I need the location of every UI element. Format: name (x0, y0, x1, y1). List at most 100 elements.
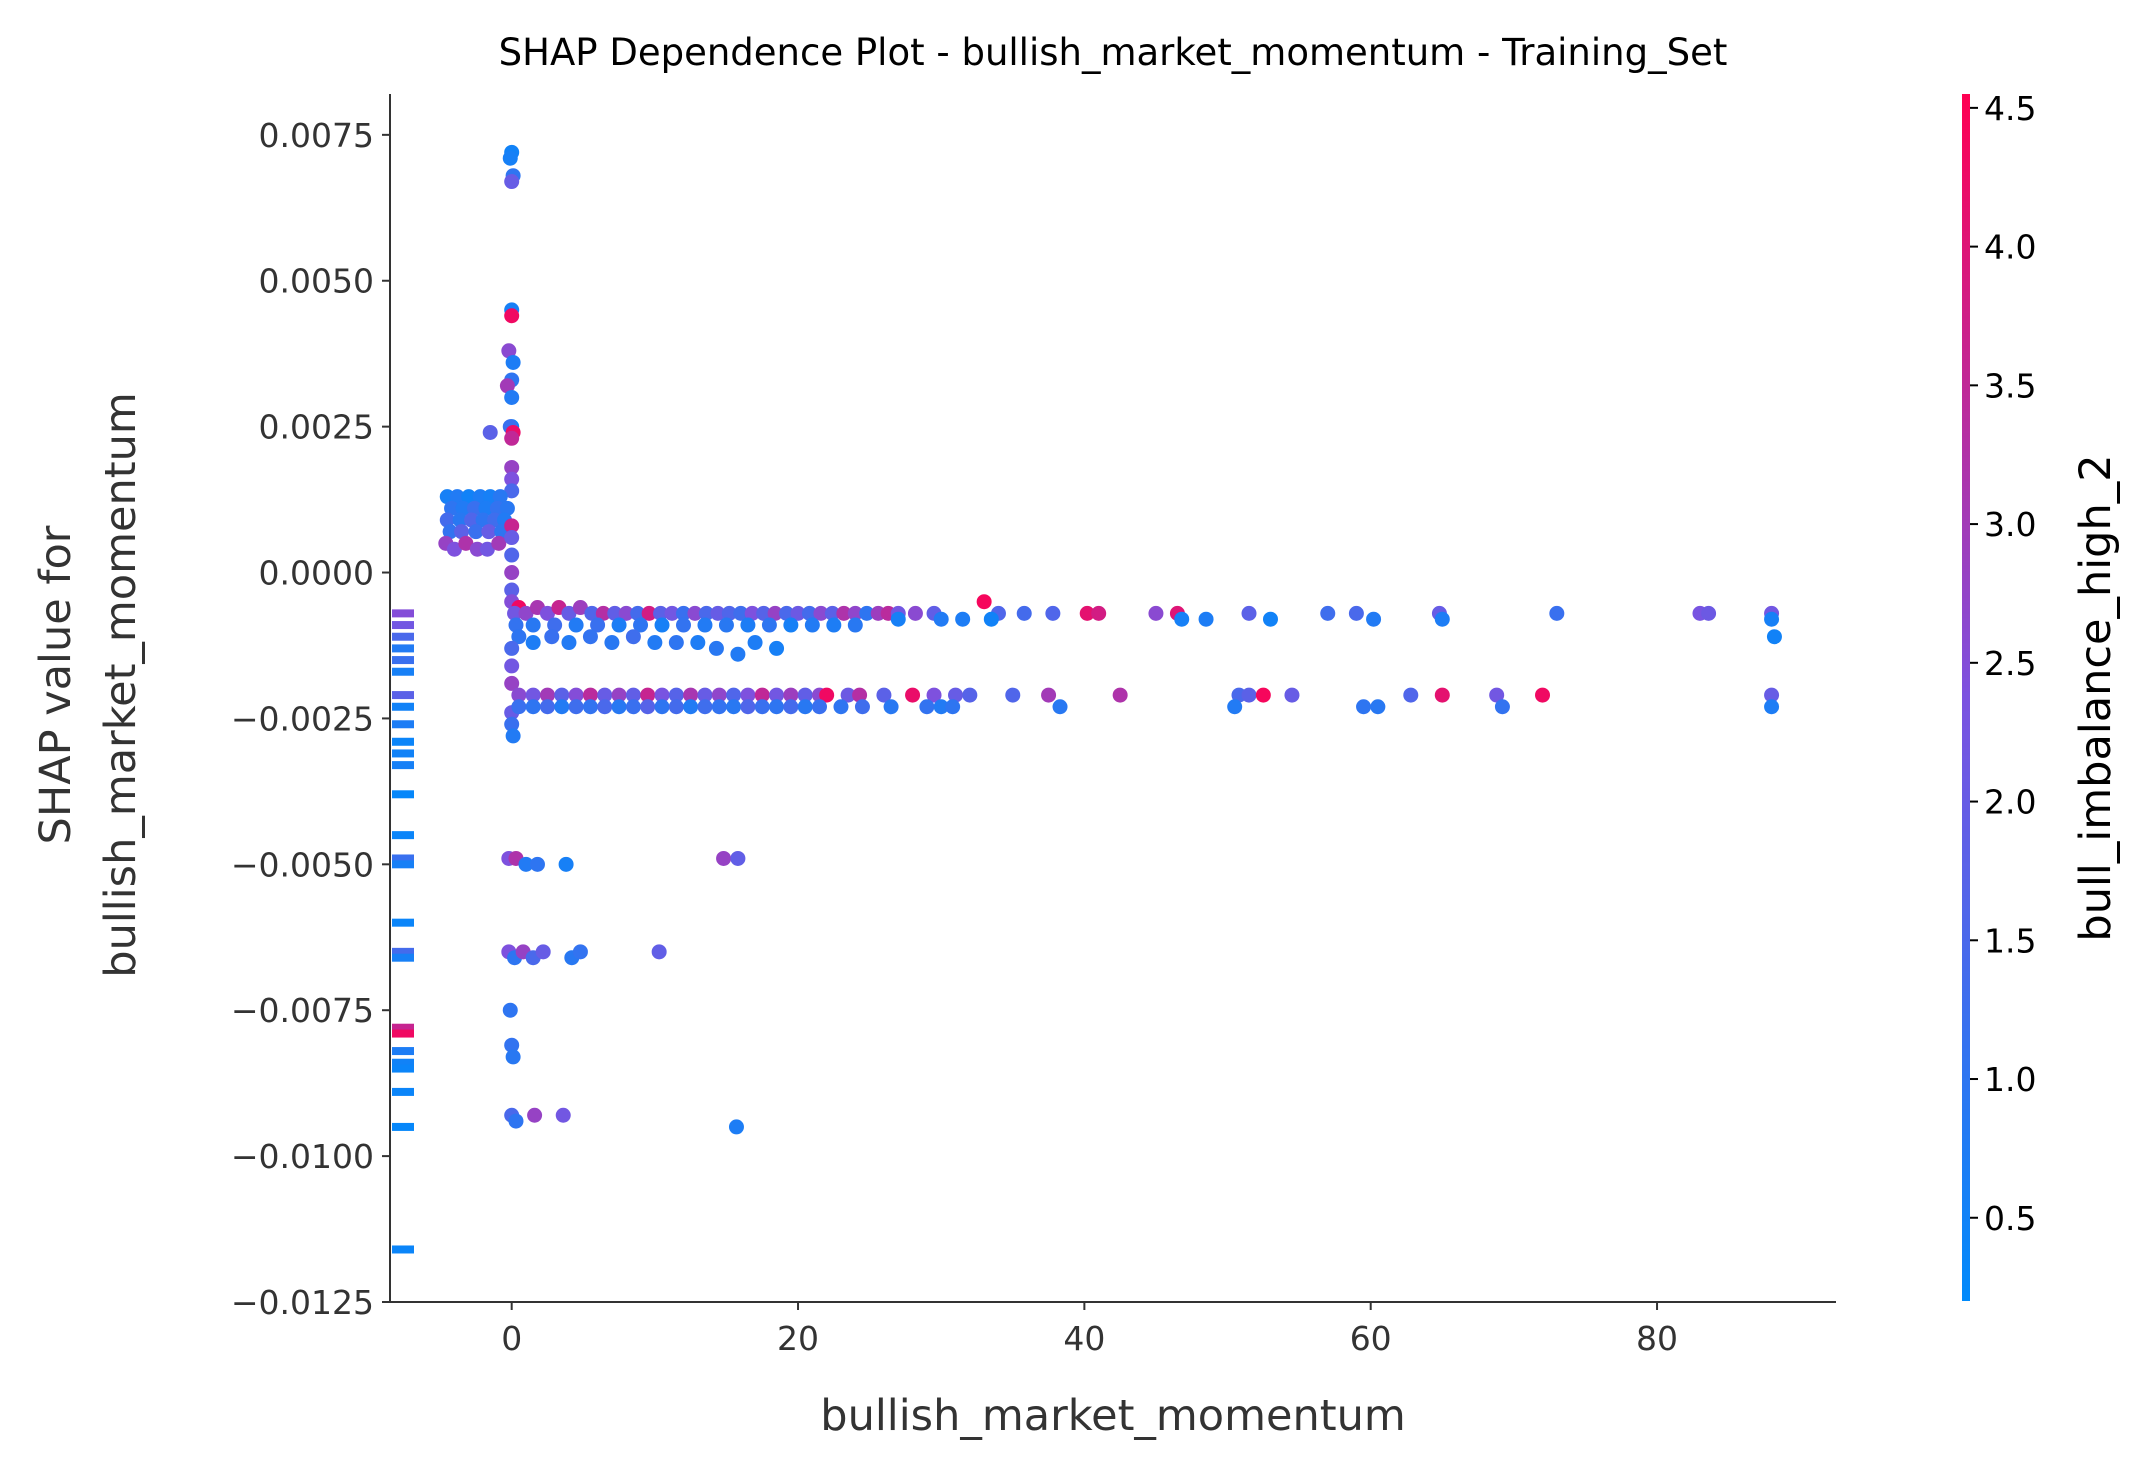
scatter-point (769, 640, 785, 656)
scatter-point (461, 489, 477, 505)
scatter-point (568, 687, 584, 703)
scatter-point (504, 658, 520, 674)
scatter-point (554, 699, 570, 715)
scatter-point (625, 629, 641, 645)
missing-value-mark (392, 737, 414, 746)
scatter-point (948, 687, 964, 703)
x-tick-label: 40 (1063, 1319, 1105, 1358)
scatter-point (859, 605, 875, 621)
missing-value-mark (392, 860, 414, 869)
missing-value-mark (392, 1023, 414, 1032)
scatter-point (499, 500, 515, 516)
scatter-point (558, 856, 574, 872)
scatter-point (726, 687, 742, 703)
missing-value-mark (392, 644, 414, 653)
scatter-point (955, 611, 971, 627)
y-tick-label: 0.0025 (259, 408, 374, 447)
scatter-point (452, 512, 468, 528)
scatter-point (826, 617, 842, 633)
scatter-point (654, 699, 670, 715)
scatter-point (711, 699, 727, 715)
scatter-point (633, 617, 649, 633)
scatter-point (1198, 611, 1214, 627)
scatter-point (654, 687, 670, 703)
scatter-point (455, 500, 471, 516)
missing-value-mark (392, 761, 414, 770)
scatter-point (1174, 611, 1190, 627)
scatter-point (504, 547, 520, 563)
y-tick-label: −0.0100 (231, 1137, 374, 1176)
scatter-point (518, 856, 534, 872)
scatter-point (819, 687, 835, 703)
scatter-point (504, 471, 520, 487)
scatter-point (1489, 687, 1505, 703)
scatter-point (504, 530, 520, 546)
scatter-point (597, 699, 613, 715)
scatter-point (504, 565, 520, 581)
scatter-point (824, 605, 840, 621)
scatter-point (491, 535, 507, 551)
scatter-point (1052, 699, 1068, 715)
missing-value-mark (392, 1245, 414, 1254)
y-tick-label: 0.0050 (259, 262, 374, 301)
scatter-point (783, 687, 799, 703)
scatter-point (449, 489, 465, 505)
scatter-point (1241, 687, 1257, 703)
scatter-point (568, 617, 584, 633)
scatter-point (962, 687, 978, 703)
colorbar-tick-label: 4.5 (1984, 89, 2036, 128)
scatter-point (1227, 699, 1243, 715)
missing-value-mark (392, 953, 414, 962)
scatter-point (708, 640, 724, 656)
scatter-point (464, 512, 480, 528)
scatter-point (1764, 687, 1780, 703)
y-tick-label: −0.0050 (231, 845, 374, 884)
scatter-point (847, 617, 863, 633)
scatter-point (721, 605, 737, 621)
scatter-point (1041, 687, 1057, 703)
scatter-point (529, 856, 545, 872)
scatter-point (728, 1119, 744, 1135)
scatter-point (504, 389, 520, 405)
y-tick-label: 0.0000 (259, 554, 374, 593)
scatter-point (907, 605, 923, 621)
scatter-point (1241, 605, 1257, 621)
scatter-point (582, 687, 598, 703)
scatter-point (1434, 611, 1450, 627)
scatter-point (797, 699, 813, 715)
colorbar-tick-label: 3.0 (1984, 505, 2036, 544)
scatter-point (697, 687, 713, 703)
scatter-point (761, 617, 777, 633)
scatter-point (933, 611, 949, 627)
scatter-point (625, 699, 641, 715)
scatter-point (505, 728, 521, 744)
scatter-point (690, 635, 706, 651)
y-tick-label: −0.0125 (231, 1283, 374, 1322)
scatter-point (504, 174, 520, 190)
missing-value-mark (392, 749, 414, 758)
scatter-point (539, 605, 555, 621)
scatter-point (1434, 687, 1450, 703)
scatter-point (1764, 611, 1780, 627)
scatter-point (883, 699, 899, 715)
scatter-point (454, 524, 470, 540)
colorbar-tick-label: 2.0 (1984, 783, 2036, 822)
scatter-point (1701, 605, 1717, 621)
chart-title: SHAP Dependence Plot - bullish_market_mo… (499, 31, 1728, 74)
scatter-point (568, 699, 584, 715)
scatter-point (508, 1113, 524, 1129)
scatter-point (630, 605, 646, 621)
colorbar-tick-label: 1.0 (1984, 1060, 2036, 1099)
scatter-point (442, 524, 458, 540)
scatter-point (572, 600, 588, 616)
scatter-point (607, 605, 623, 621)
scatter-point (683, 687, 699, 703)
scatter-point (740, 699, 756, 715)
scatter-point (1148, 605, 1164, 621)
scatter-point (668, 687, 684, 703)
scatter-point (754, 699, 770, 715)
scatter-point (527, 1107, 543, 1123)
x-tick-label: 80 (1636, 1319, 1678, 1358)
scatter-point (504, 716, 520, 732)
